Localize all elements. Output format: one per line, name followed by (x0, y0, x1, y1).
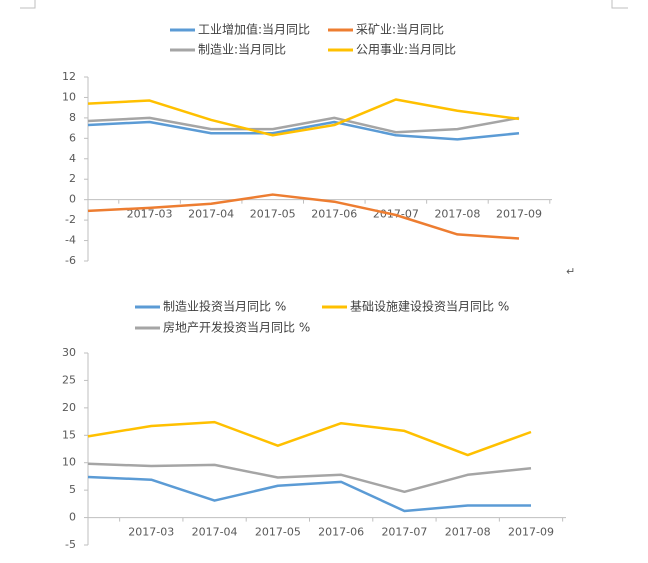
x-tick-label: 2017-07 (381, 526, 427, 539)
series-line (87, 120, 520, 141)
x-tick-label: 2017-09 (496, 208, 542, 221)
y-tick-label: -5 (65, 538, 76, 551)
x-tick-label: 2017-06 (318, 526, 364, 539)
y-tick-label: 5 (69, 483, 76, 496)
y-tick-label: 25 (62, 373, 76, 386)
legend-label: 采矿业:当月同比 (356, 23, 444, 37)
x-tick-label: 2017-04 (188, 208, 234, 221)
x-tick-label: 2017-04 (192, 526, 238, 539)
series-line (87, 462, 532, 494)
x-tick-label: 2017-03 (128, 526, 174, 539)
y-tick-label: 15 (62, 428, 76, 441)
paragraph-mark: ↵ (566, 265, 575, 278)
x-tick-label: 2017-09 (508, 526, 554, 539)
legend-label: 工业增加值:当月同比 (198, 22, 310, 37)
x-tick-label: 2017-05 (255, 526, 301, 539)
x-tick-label: 2017-06 (311, 208, 357, 221)
y-tick-label: 30 (62, 346, 76, 359)
series-line (87, 98, 520, 137)
y-tick-label: 20 (62, 401, 76, 414)
x-tick-label: 2017-08 (445, 526, 491, 539)
y-tick-label: 8 (69, 111, 76, 124)
x-tick-label: 2017-03 (127, 208, 173, 221)
legend-label: 制造业投资当月同比 % (163, 299, 286, 314)
y-tick-label: 2 (69, 172, 76, 185)
legend-label: 房地产开发投资当月同比 % (163, 320, 310, 335)
series-line (87, 193, 520, 240)
y-tick-label: 4 (69, 152, 76, 165)
series-line (87, 475, 531, 513)
y-tick-label: 10 (62, 456, 76, 469)
series-line (87, 116, 520, 134)
y-tick-label: 12 (62, 70, 76, 83)
page-corner (20, 0, 628, 9)
y-tick-label: 0 (69, 193, 76, 206)
x-tick-label: 2017-05 (250, 208, 296, 221)
y-tick-label: -6 (65, 254, 76, 267)
legend-label: 基础设施建设投资当月同比 % (350, 299, 509, 314)
y-tick-label: -2 (65, 213, 76, 226)
x-tick-label: 2017-08 (434, 208, 480, 221)
y-tick-label: 0 (69, 511, 76, 524)
y-tick-label: -4 (65, 234, 76, 247)
y-tick-label: 10 (62, 90, 76, 103)
series-line (87, 420, 532, 457)
legend-label: 制造业:当月同比 (198, 43, 286, 57)
y-tick-label: 6 (69, 131, 76, 144)
legend-label: 公用事业:当月同比 (356, 43, 456, 57)
